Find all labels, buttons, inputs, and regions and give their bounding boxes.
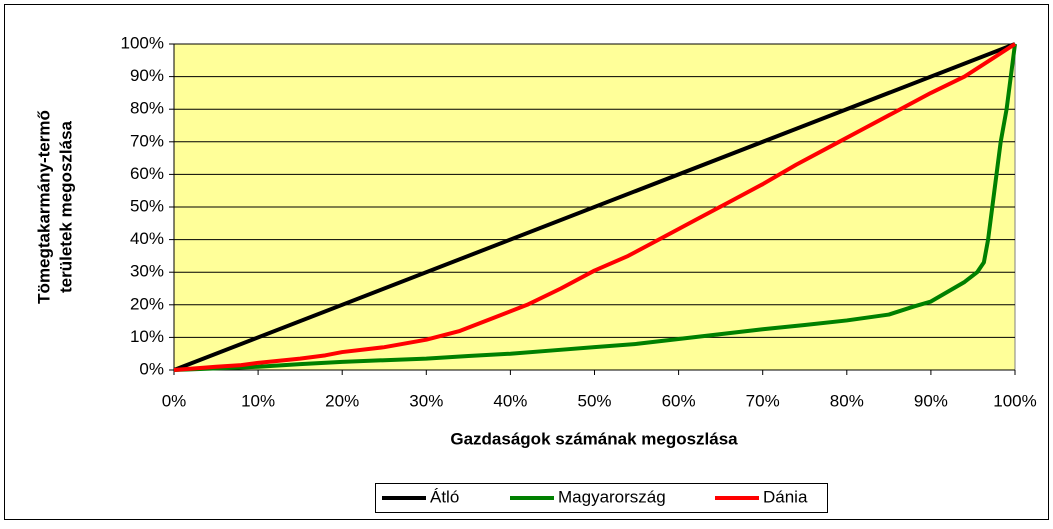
y-tick-label: 20% [130,294,164,313]
y-tick-label: 0% [139,359,164,378]
series-line [173,43,1017,372]
legend-label: Dánia [763,487,808,506]
y-axis-title: területek megoszlása [56,120,75,293]
y-tick-label: 40% [130,229,164,248]
y-tick-label: 80% [130,99,164,118]
x-tick-label: 60% [662,391,696,410]
x-tick-label: 40% [493,391,527,410]
x-tick-label: 10% [241,391,275,410]
y-tick-label: 50% [130,196,164,215]
x-tick-label: 0% [162,391,187,410]
series-line [173,42,1017,372]
y-tick-label: 70% [130,131,164,150]
x-tick-label: 80% [830,391,864,410]
y-tick-label: 10% [130,327,164,346]
y-tick-label: 60% [130,164,164,183]
y-axis-title: Tömegtakarmány-termő [34,110,53,304]
x-tick-label: 50% [577,391,611,410]
y-tick-label: 100% [121,33,164,52]
legend-label: Magyarország [558,487,666,506]
x-tick-label: 70% [746,391,780,410]
x-tick-label: 90% [914,391,948,410]
legend-label: Átló [430,487,459,506]
x-tick-label: 20% [325,391,359,410]
y-tick-label: 90% [130,66,164,85]
x-tick-label: 30% [409,391,443,410]
x-axis-title: Gazdaságok számának megoszlása [450,429,738,448]
series-line [173,42,1016,372]
x-tick-label: 100% [993,391,1036,410]
y-tick-label: 30% [130,262,164,281]
